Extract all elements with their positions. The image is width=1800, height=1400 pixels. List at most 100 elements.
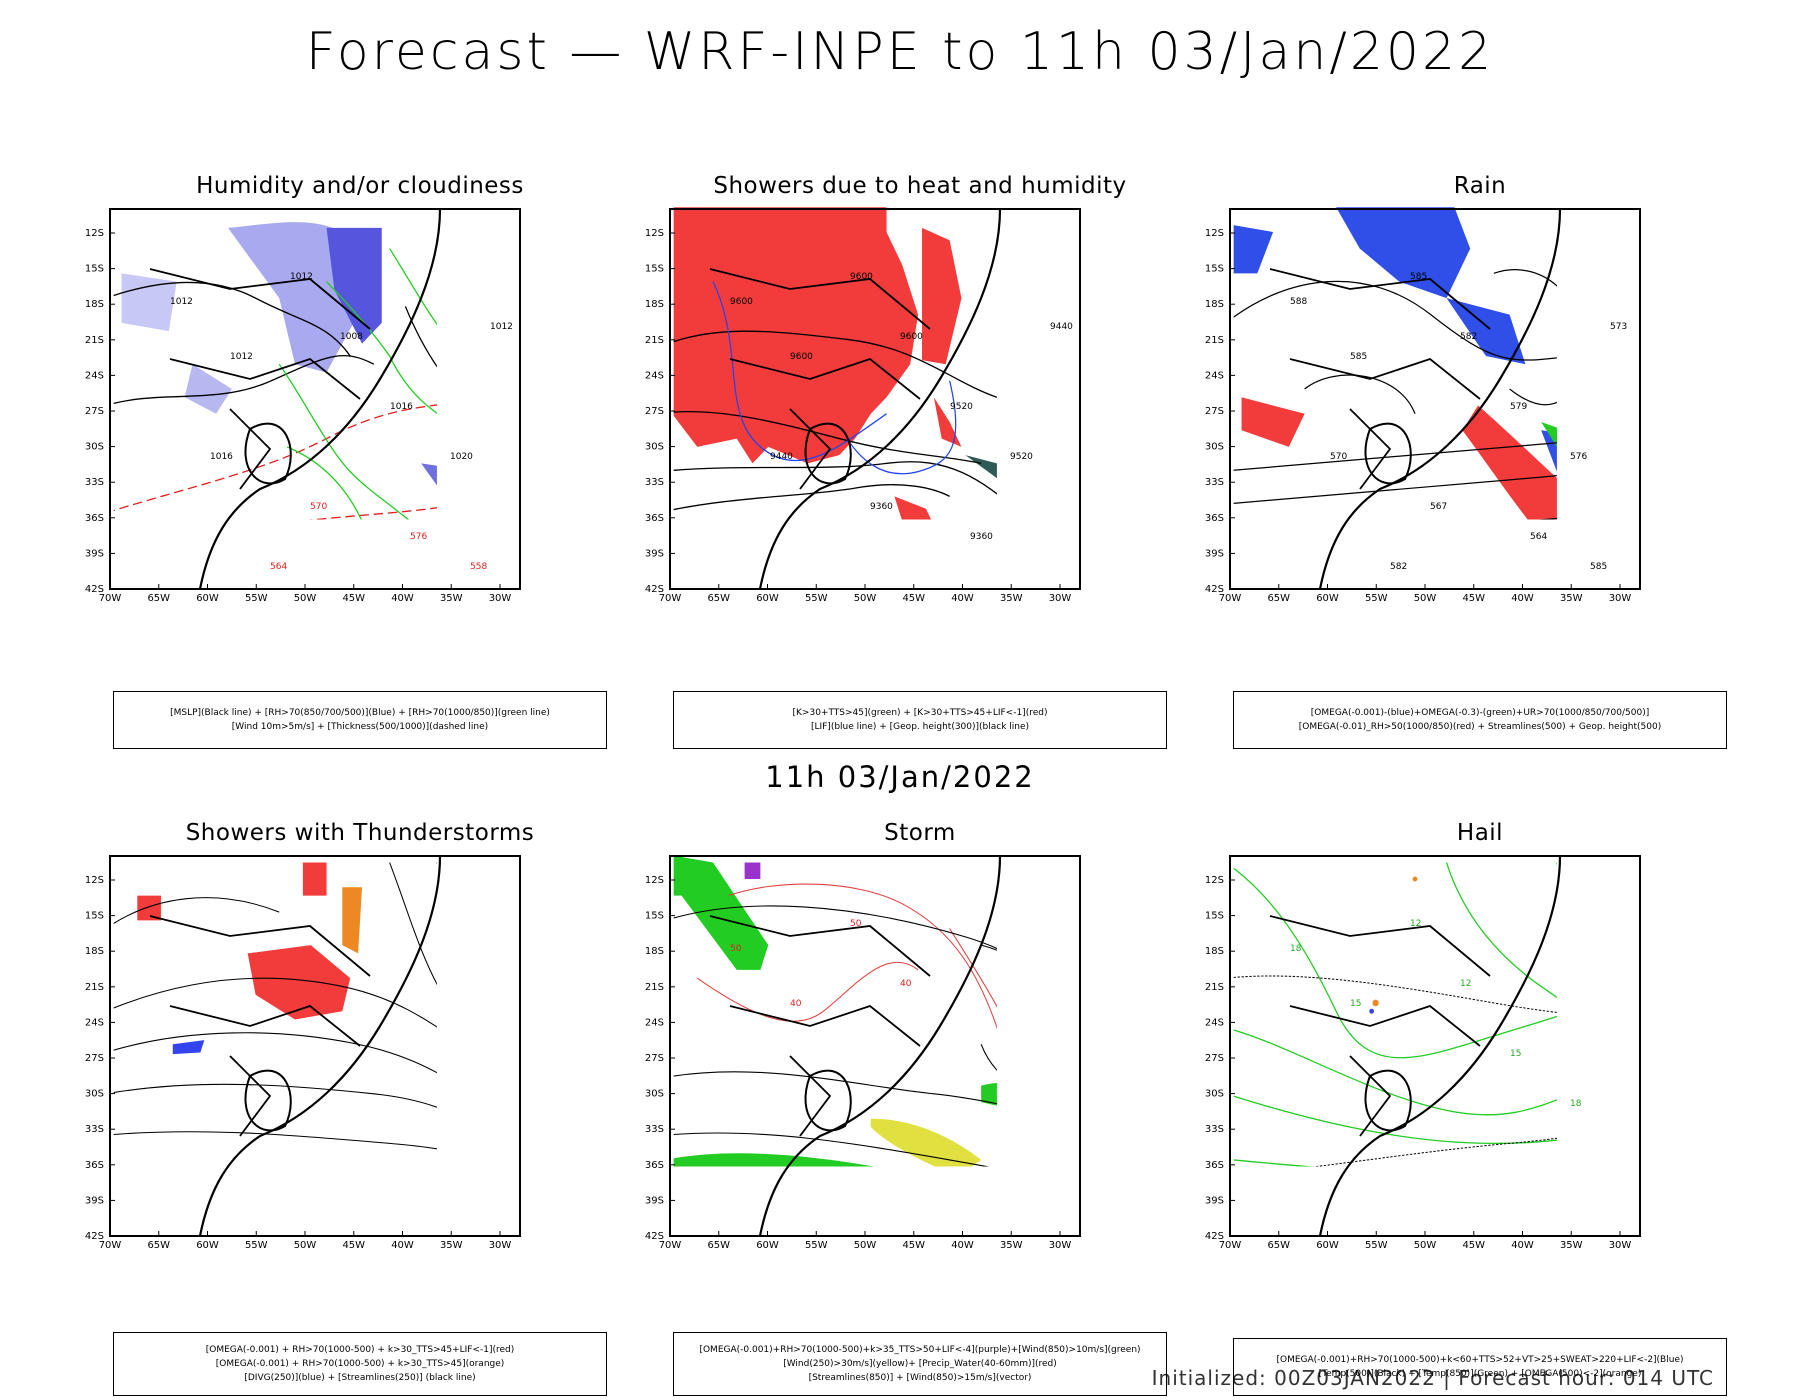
- thunderstorm-area-red: [302, 862, 327, 896]
- contour-label: 9600: [850, 272, 873, 282]
- lat-tick-label: 15S: [645, 911, 664, 922]
- temp500-line: [1233, 975, 1557, 1013]
- lon-tick-label: 55W: [805, 1240, 828, 1251]
- wind850-area-green: [673, 1153, 875, 1167]
- contour-label: 1012: [290, 272, 313, 282]
- contour-label: 9600: [900, 332, 923, 342]
- omega-area-blue: [1446, 298, 1526, 365]
- rh-lowlevel-line: [326, 281, 437, 414]
- country-border: [229, 408, 272, 490]
- coastline: [758, 855, 1002, 1237]
- contour-label: 1012: [170, 297, 193, 307]
- lat-tick-label: 39S: [85, 1195, 104, 1206]
- lat-tick-label: 24S: [85, 1017, 104, 1028]
- lat-tick-label: 27S: [1205, 406, 1224, 417]
- lon-tick-label: 65W: [1267, 593, 1290, 604]
- wind850-area-green: [673, 855, 769, 970]
- precip-water-line: [728, 883, 997, 1030]
- lon-tick-label: 65W: [707, 593, 730, 604]
- panel-thunderstorms: Showers with Thunderstorms 12S 15S 18S 21S 2…: [80, 820, 640, 1400]
- contour-label: 588: [1290, 297, 1307, 307]
- thunderstorm-area-orange: [342, 887, 363, 954]
- coastline: [1318, 208, 1562, 590]
- rh-lowlevel-line: [278, 363, 410, 520]
- lon-tick-label: 40W: [391, 1240, 414, 1251]
- mslp-isobar: [113, 281, 351, 357]
- lon-tick-label: 60W: [196, 1240, 219, 1251]
- rh-lowlevel-line: [389, 248, 437, 326]
- contour-label: 9360: [870, 502, 893, 512]
- rh-midlevel-area: [184, 364, 232, 414]
- valid-time-label: 11h 03/Jan/2022: [765, 760, 1035, 794]
- contour-label: 1012: [230, 352, 253, 362]
- panel-storm: Storm 12S 15S 18S 21S 24S 27S 30S 33S 36S 39S 42S 7…: [640, 820, 1200, 1400]
- lat-tick-label: 27S: [85, 1053, 104, 1064]
- lon-tick-label: 30W: [1049, 1240, 1072, 1251]
- contour-label: 12: [1460, 979, 1471, 989]
- contour-label: 18: [1570, 1099, 1582, 1109]
- lon-tick-label: 35W: [1000, 1240, 1023, 1251]
- contour-label: 9520: [1010, 452, 1033, 462]
- map-frame: [109, 208, 521, 590]
- coastline: [758, 208, 1002, 590]
- instability-area-red: [922, 227, 962, 365]
- contour-label: 9520: [950, 402, 973, 412]
- hail-area-blue: [1369, 1008, 1374, 1014]
- lon-tick-label: 50W: [294, 1240, 317, 1251]
- country-border: [789, 408, 832, 490]
- rh-deep-area: [326, 227, 382, 344]
- lat-tick-label: 27S: [85, 406, 104, 417]
- contour-label: 50: [730, 944, 742, 954]
- streamline: [113, 897, 280, 925]
- lat-tick-label: 12S: [1205, 875, 1224, 886]
- country-border: [149, 268, 371, 330]
- legend-line: [Wind(250)>30m/s](yellow)+ [Precip_Water…: [783, 1359, 1057, 1369]
- lat-tick-label: 42S: [645, 1231, 664, 1242]
- coastline: [198, 208, 442, 590]
- legend-line: [LIF](blue line) + [Geop. height(300)](b…: [810, 722, 1030, 732]
- lat-tick-label: 12S: [1205, 228, 1224, 239]
- lif-line: [846, 380, 957, 475]
- lon-tick-label: 70W: [1219, 593, 1242, 604]
- lat-tick-label: 21S: [85, 982, 104, 993]
- rh-deep-area: [421, 463, 437, 486]
- lat-tick-label: 33S: [1205, 477, 1224, 488]
- lat-tick-label: 24S: [1205, 370, 1224, 381]
- omega-area-blue: [1336, 207, 1471, 299]
- lat-tick-label: 27S: [645, 406, 664, 417]
- contour-label: 9360: [970, 532, 993, 542]
- country-border: [1289, 1004, 1481, 1047]
- lat-tick-label: 33S: [645, 1124, 664, 1135]
- lon-tick-label: 45W: [902, 1240, 925, 1251]
- lon-tick-label: 35W: [440, 593, 463, 604]
- rh-midlevel-area: [121, 273, 177, 332]
- temp850-line: [1233, 1095, 1557, 1145]
- lat-tick-label: 30S: [1205, 1089, 1224, 1100]
- country-border: [709, 915, 931, 977]
- streamline: [106, 1176, 516, 1209]
- lon-tick-label: 65W: [147, 1240, 170, 1251]
- country-border: [1289, 357, 1481, 400]
- lat-tick-label: 36S: [85, 1160, 104, 1171]
- streamline: [673, 1071, 997, 1105]
- lon-tick-label: 45W: [342, 1240, 365, 1251]
- lat-tick-label: 12S: [645, 228, 664, 239]
- contour-label: 12: [1410, 919, 1421, 929]
- lon-tick-label: 55W: [1365, 593, 1388, 604]
- legend-line: [OMEGA(-0.001) + RH>70(1000-500) + k>30_…: [205, 1345, 515, 1355]
- lat-tick-label: 33S: [645, 477, 664, 488]
- legend-line: [OMEGA(-0.001)-(blue)+OMEGA(-0.3)-(green…: [1310, 708, 1650, 718]
- lat-tick-label: 30S: [1205, 442, 1224, 453]
- lat-tick-label: 12S: [85, 228, 104, 239]
- lat-tick-label: 18S: [85, 299, 104, 310]
- legend: [OMEGA(-0.001)-(blue)+OMEGA(-0.3)-(green…: [1233, 691, 1727, 749]
- lon-tick-label: 50W: [1414, 1240, 1437, 1251]
- lat-tick-label: 15S: [85, 911, 104, 922]
- lat-tick-label: 36S: [645, 513, 664, 524]
- lon-tick-label: 70W: [1219, 1240, 1242, 1251]
- geop-height-line: [1218, 538, 1636, 579]
- temp850-line: [1233, 1029, 1557, 1116]
- lat-tick-label: 36S: [85, 513, 104, 524]
